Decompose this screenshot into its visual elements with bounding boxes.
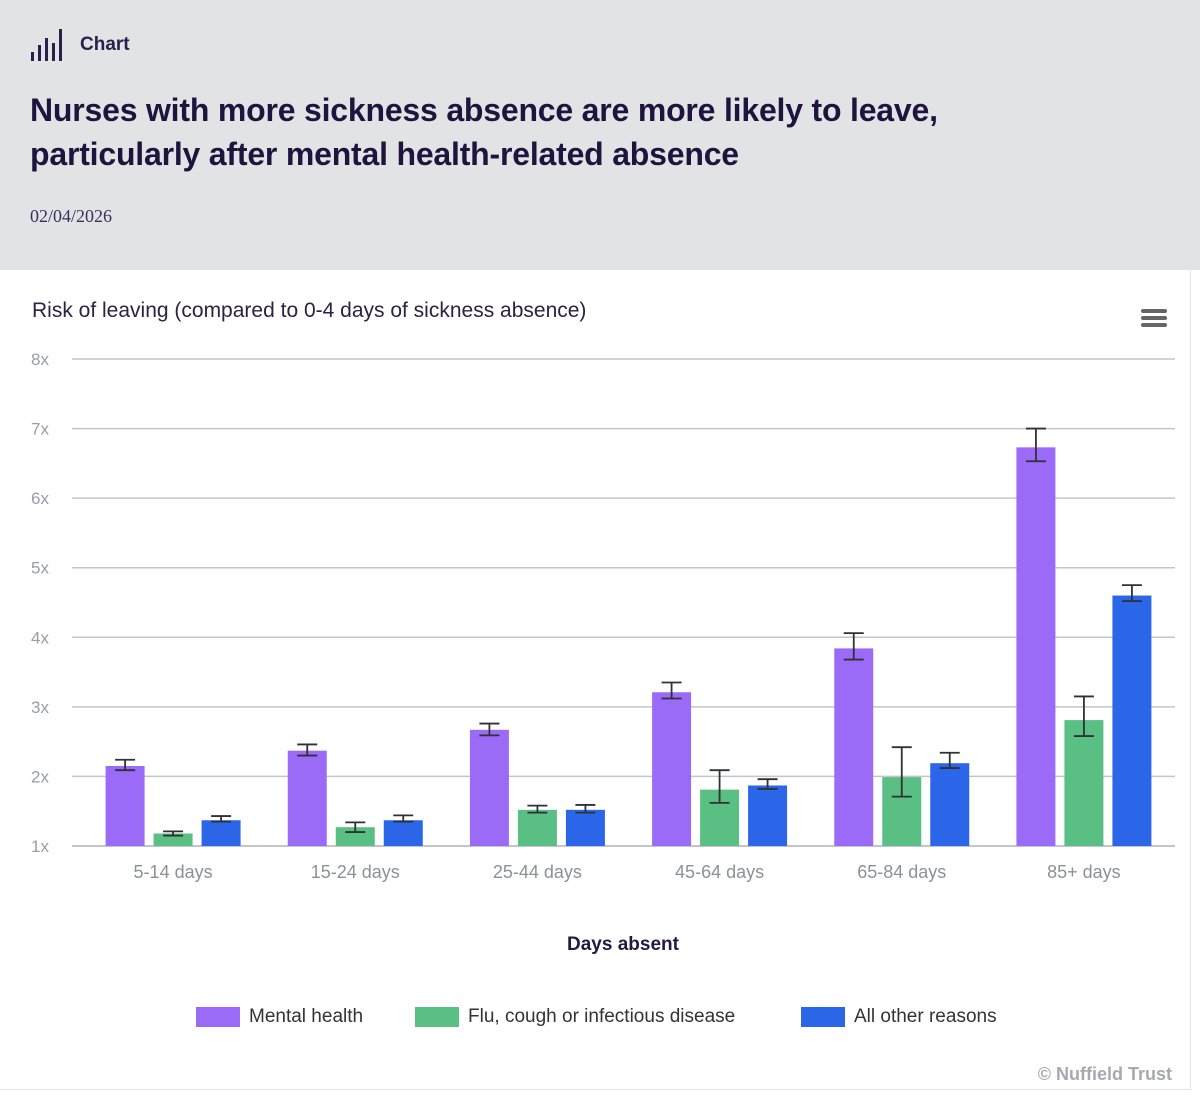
card-border — [0, 1089, 1191, 1090]
error-bar — [393, 814, 414, 823]
y-tick-label: 5x — [31, 559, 49, 578]
error-bar — [661, 681, 682, 700]
bar[interactable] — [565, 809, 605, 846]
publish-date: 02/04/2026 — [30, 206, 113, 226]
bar[interactable] — [748, 785, 788, 846]
error-bar — [115, 758, 136, 772]
bar[interactable] — [1064, 720, 1104, 846]
x-tick-label: 25-44 days — [493, 862, 582, 882]
credits-link[interactable]: © Nuffield Trust — [1037, 1064, 1172, 1084]
error-bar — [297, 743, 318, 757]
y-tick-label: 6x — [31, 489, 49, 508]
x-tick-label: 65-84 days — [857, 862, 946, 882]
legend-label: All other reasons — [854, 1006, 997, 1027]
error-bar — [527, 804, 548, 814]
error-bar — [163, 830, 184, 837]
bar[interactable] — [201, 820, 241, 846]
y-tick-label: 3x — [31, 698, 49, 717]
bar[interactable] — [930, 763, 970, 846]
bar[interactable] — [287, 750, 327, 846]
bar[interactable] — [1016, 447, 1056, 846]
legend-label: Flu, cough or infectious disease — [468, 1006, 736, 1027]
bars — [105, 447, 1152, 846]
bar[interactable] — [517, 809, 557, 846]
legend: Mental health Flu, cough or infectious di… — [0, 1006, 1200, 1036]
legend-swatch — [801, 1007, 845, 1027]
kicker-label: Chart — [80, 34, 130, 55]
x-tick-label: 5-14 days — [134, 862, 213, 882]
x-axis-label: Days absent — [567, 934, 680, 955]
page-title: Nurses with more sickness absence are mo… — [30, 92, 938, 172]
bar[interactable] — [834, 648, 874, 846]
x-tick-label: 85+ days — [1047, 862, 1121, 882]
error-bar — [939, 751, 960, 769]
x-axis-ticks: 5-14 days 15-24 days 25-44 days 45-64 days 6… — [134, 862, 1121, 882]
y-tick-label: 1x — [31, 837, 49, 856]
bar[interactable] — [652, 692, 692, 846]
legend-swatch — [415, 1007, 459, 1027]
y-tick-label: 8x — [31, 350, 49, 369]
error-bar — [1025, 427, 1046, 463]
y-tick-label: 4x — [31, 628, 49, 647]
legend-item[interactable]: Mental health — [196, 1006, 363, 1028]
error-bar — [843, 632, 864, 661]
gridlines — [72, 358, 1175, 847]
error-bar — [757, 778, 778, 790]
error-bar — [345, 821, 366, 833]
error-bars — [115, 427, 1142, 837]
legend-swatch — [196, 1007, 240, 1027]
error-bar — [575, 804, 596, 814]
bar[interactable] — [1112, 595, 1152, 846]
bar-chart: 1x 2x 3x 4x 5x 6x 7x 8x 5-14 days 15-24 days 25-4… — [31, 350, 1175, 955]
chart-title: Risk of leaving (compared to 0-4 days of… — [32, 299, 587, 322]
y-tick-label: 2x — [31, 767, 49, 786]
error-bar — [1121, 584, 1142, 603]
y-tick-label: 7x — [31, 420, 49, 439]
legend-item[interactable]: Flu, cough or infectious disease — [415, 1006, 735, 1028]
chart-header: Chart Nurses with more sickness absence … — [0, 0, 1200, 270]
bar[interactable] — [153, 833, 193, 846]
bar[interactable] — [383, 820, 423, 846]
error-bar — [1073, 695, 1094, 737]
legend-item[interactable]: All other reasons — [801, 1006, 997, 1028]
bar-chart-icon — [31, 29, 62, 61]
error-bar — [211, 815, 232, 823]
card-border — [1190, 270, 1191, 1090]
bar[interactable] — [469, 729, 509, 846]
error-bar — [709, 769, 730, 804]
hamburger-menu-icon[interactable] — [1141, 309, 1171, 335]
legend-label: Mental health — [249, 1006, 364, 1027]
y-axis-ticks: 1x 2x 3x 4x 5x 6x 7x 8x — [31, 350, 49, 856]
x-tick-label: 45-64 days — [675, 862, 764, 882]
error-bar — [891, 746, 912, 798]
x-tick-label: 15-24 days — [311, 862, 400, 882]
error-bar — [479, 722, 500, 737]
chart-kicker: Chart — [30, 27, 130, 63]
bar[interactable] — [105, 765, 145, 846]
